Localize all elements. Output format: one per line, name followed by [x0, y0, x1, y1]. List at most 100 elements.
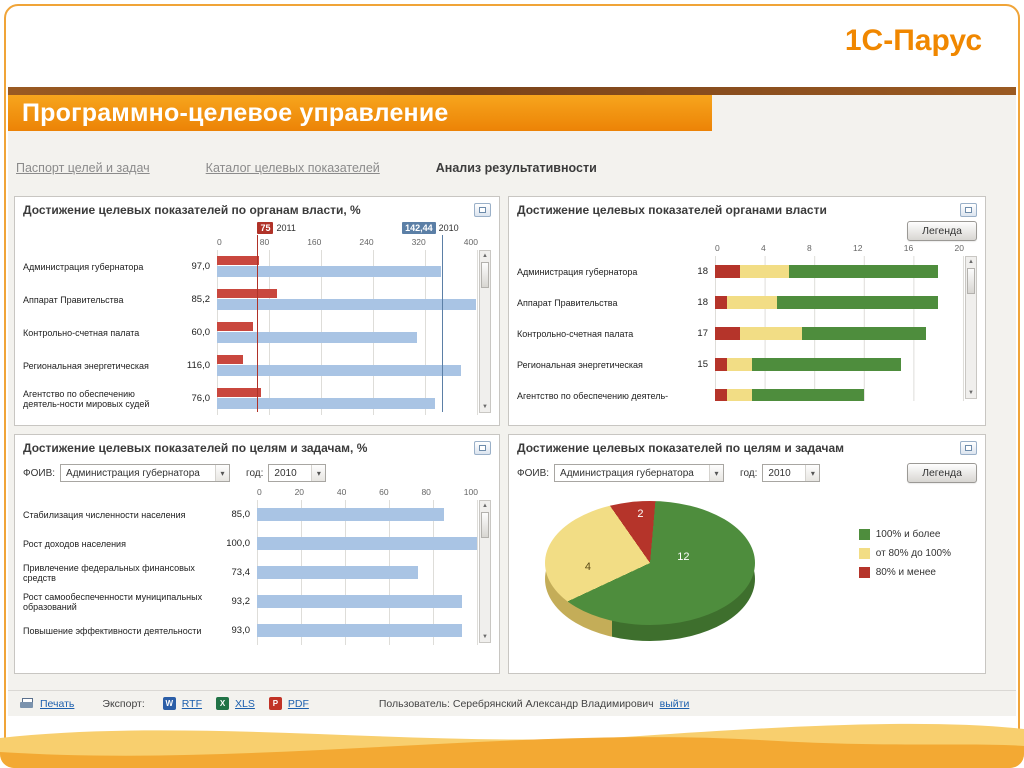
category-label: Региональная энергетическая: [517, 359, 643, 370]
axis-tick-label: 16: [903, 243, 914, 253]
collapse-icon[interactable]: [474, 441, 491, 455]
category-label: Контрольно-счетная палата: [517, 328, 634, 339]
category-label: Рост самообеспеченности муниципальных об…: [23, 591, 203, 612]
scroll-up-icon[interactable]: ▲: [482, 503, 488, 509]
pie-slices: [545, 501, 755, 625]
year-dropdown[interactable]: 2010 ▾: [268, 464, 327, 482]
excel-icon: X: [216, 697, 230, 710]
category-label: Контрольно-счетная палата: [23, 327, 140, 338]
scrollbar[interactable]: ▲ ▼: [965, 256, 977, 399]
axis-tick-label: 20: [954, 243, 964, 253]
collapse-icon[interactable]: [960, 203, 977, 217]
legend-button[interactable]: Легенда: [907, 221, 977, 241]
category-label: Администрация губернатора: [517, 266, 638, 277]
scroll-down-icon[interactable]: ▼: [968, 390, 974, 396]
chart-row: Привлечение федеральных финансовых средс…: [23, 558, 478, 587]
value-label: 100,0: [226, 538, 250, 549]
export-label: Экспорт:: [102, 697, 145, 710]
pie-slice-label: 4: [584, 560, 592, 573]
logout-link[interactable]: выйти: [659, 697, 690, 710]
panel-goals-percent: Достижение целевых показателей по целям …: [14, 434, 500, 674]
bar-chart-goals-percent: 0 20 40 60 80 100 Стабилизация численности нас…: [23, 487, 491, 645]
scrollbar[interactable]: ▲ ▼: [479, 250, 491, 413]
pie-slice-label: 2: [637, 508, 644, 521]
bar-segment: [739, 327, 802, 340]
user-info: Пользователь: Серебрянский Александр Вла…: [379, 698, 654, 710]
foiv-label: ФОИВ:: [517, 467, 550, 479]
legend-item: 80% и менее: [858, 567, 951, 578]
foiv-dropdown[interactable]: Администрация губернатора ▾: [60, 464, 231, 482]
bar: [257, 508, 444, 521]
scroll-thumb[interactable]: [481, 512, 489, 538]
user-name: Серебрянский Александр Владимирович: [452, 697, 654, 710]
tab-performance-analysis[interactable]: Анализ результативности: [435, 161, 597, 175]
bar-segment: [727, 358, 753, 371]
year-value: 2010: [274, 467, 297, 479]
chart-filters: ФОИВ: Администрация губернатора ▾ год: 2…: [23, 461, 491, 485]
tab-indicator-catalog[interactable]: Каталог целевых показателей: [205, 161, 380, 175]
axis-tick-label: 0: [715, 243, 720, 253]
category-label: Аппарат Правительства: [517, 297, 618, 308]
category-label: Привлечение федеральных финансовых средс…: [23, 562, 195, 583]
foiv-dropdown[interactable]: Администрация губернатора ▾: [554, 464, 725, 482]
scroll-up-icon[interactable]: ▲: [968, 259, 974, 265]
bar-segment: [752, 389, 864, 401]
axis-tick-label: 400: [463, 237, 478, 247]
bar-segment: [739, 265, 790, 278]
bar-segment: [801, 327, 926, 340]
legend-button[interactable]: Легенда: [907, 463, 977, 483]
print-link[interactable]: Печать: [40, 697, 75, 710]
bar: [217, 256, 259, 265]
bar: [217, 299, 476, 310]
legend-item: 100% и более: [858, 529, 951, 540]
value-label: 93,2: [231, 596, 251, 607]
legend-swatch-green: [858, 529, 870, 540]
panel-indicators-by-authority-percent: Достижение целевых показателей по органа…: [14, 196, 500, 426]
user-label: Пользователь:: [378, 697, 450, 710]
chart-row: Стабилизация численности населения 85,0: [23, 500, 478, 529]
scroll-down-icon[interactable]: ▼: [482, 404, 488, 410]
chevron-down-icon: ▾: [311, 465, 326, 481]
export-pdf-link[interactable]: PDF: [287, 697, 309, 710]
year-dropdown[interactable]: 2010 ▾: [762, 464, 821, 482]
bar: [257, 624, 462, 637]
chart-row: Рост доходов населения 100,0: [23, 529, 478, 558]
scroll-thumb[interactable]: [481, 262, 489, 288]
axis-tick-label: 12: [853, 243, 863, 253]
bar: [217, 322, 254, 331]
word-icon: W: [162, 697, 176, 710]
scroll-down-icon[interactable]: ▼: [482, 634, 488, 640]
tab-goals-passport[interactable]: Паспорт целей и задач: [16, 161, 150, 175]
value-label: 18: [697, 266, 708, 277]
export-xls-link[interactable]: XLS: [235, 697, 255, 710]
pie-chart: 12 4 2: [545, 501, 755, 647]
collapse-icon[interactable]: [960, 441, 977, 455]
bar: [217, 388, 262, 397]
bar: [257, 595, 463, 608]
bar-segment: [715, 296, 728, 309]
export-rtf-link[interactable]: RTF: [181, 697, 203, 710]
collapse-icon[interactable]: [474, 203, 491, 217]
panel-title: Достижение целевых показателей по целям …: [23, 441, 368, 455]
chart-row: Агентство по обеспечению деятель-ности м…: [23, 382, 478, 415]
stacked-bar-chart-authority: 0 4 8 12 16 20 Администрация губернатора 18 Аппа…: [517, 223, 977, 401]
chevron-down-icon: ▾: [215, 465, 230, 481]
category-label: Аппарат Правительства: [23, 294, 124, 305]
axis-tick-label: 240: [359, 237, 374, 247]
legend-swatch-red: [858, 567, 870, 578]
axis-tick-label: 40: [336, 487, 347, 497]
bar-segment: [715, 265, 740, 278]
scrollbar[interactable]: ▲ ▼: [479, 500, 491, 643]
bar: [257, 566, 419, 579]
chart-row: Аппарат Правительства 18: [517, 287, 964, 318]
scroll-thumb[interactable]: [967, 268, 975, 294]
year-label: год:: [246, 467, 264, 479]
value-label: 15: [697, 359, 708, 370]
bar-segment: [789, 265, 939, 278]
page-title: Программно-целевое управление: [22, 98, 449, 127]
app-top-chrome: [8, 87, 1016, 95]
chart-row: Агентство по обеспечению деятель-: [517, 380, 964, 401]
scroll-up-icon[interactable]: ▲: [482, 253, 488, 259]
value-label: 116,0: [186, 360, 210, 371]
legend-swatch-yellow: [858, 548, 870, 559]
